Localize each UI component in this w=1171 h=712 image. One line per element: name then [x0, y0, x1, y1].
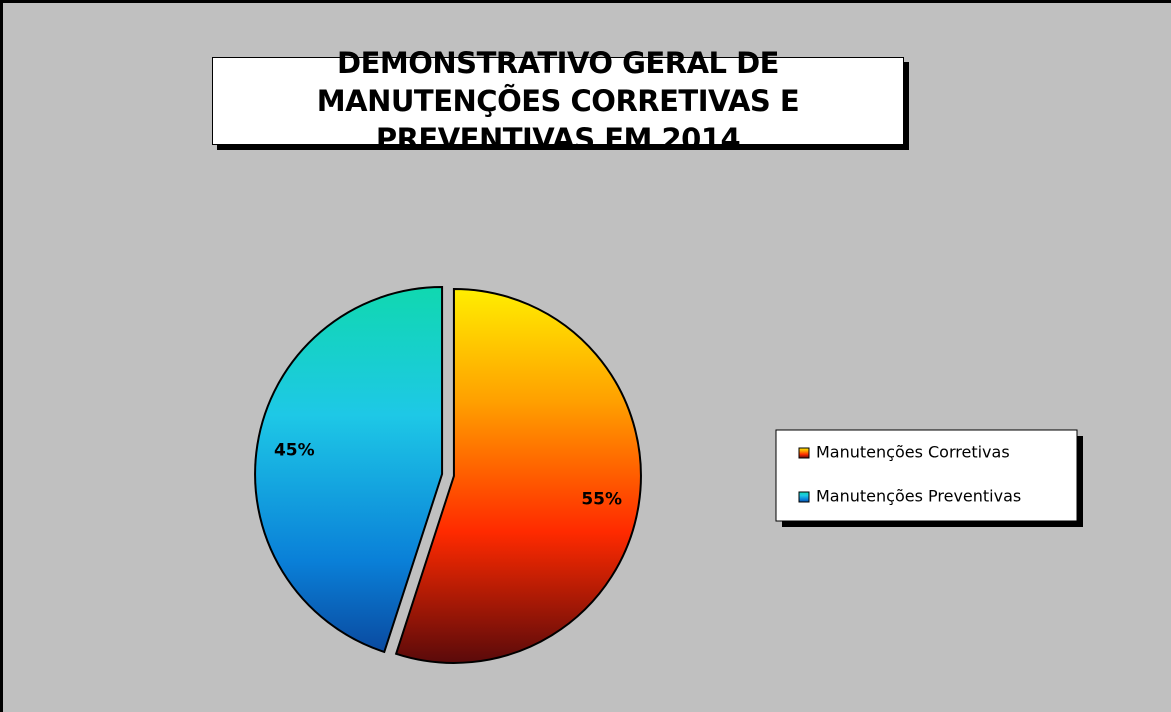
pie-slice: [254, 286, 444, 654]
data-label: 45%: [274, 441, 315, 461]
data-label: 55%: [581, 489, 622, 509]
legend-box: [775, 429, 1078, 522]
chart-title: DEMONSTRATIVO GERAL DE MANUTENÇÕES CORRE…: [212, 46, 904, 156]
legend-label: Manutenções Corretivas: [816, 443, 1010, 462]
legend-label: Manutenções Preventivas: [816, 487, 1021, 506]
pie-slice: [394, 287, 642, 664]
legend-swatch: [798, 447, 810, 459]
legend-swatch: [798, 491, 810, 503]
